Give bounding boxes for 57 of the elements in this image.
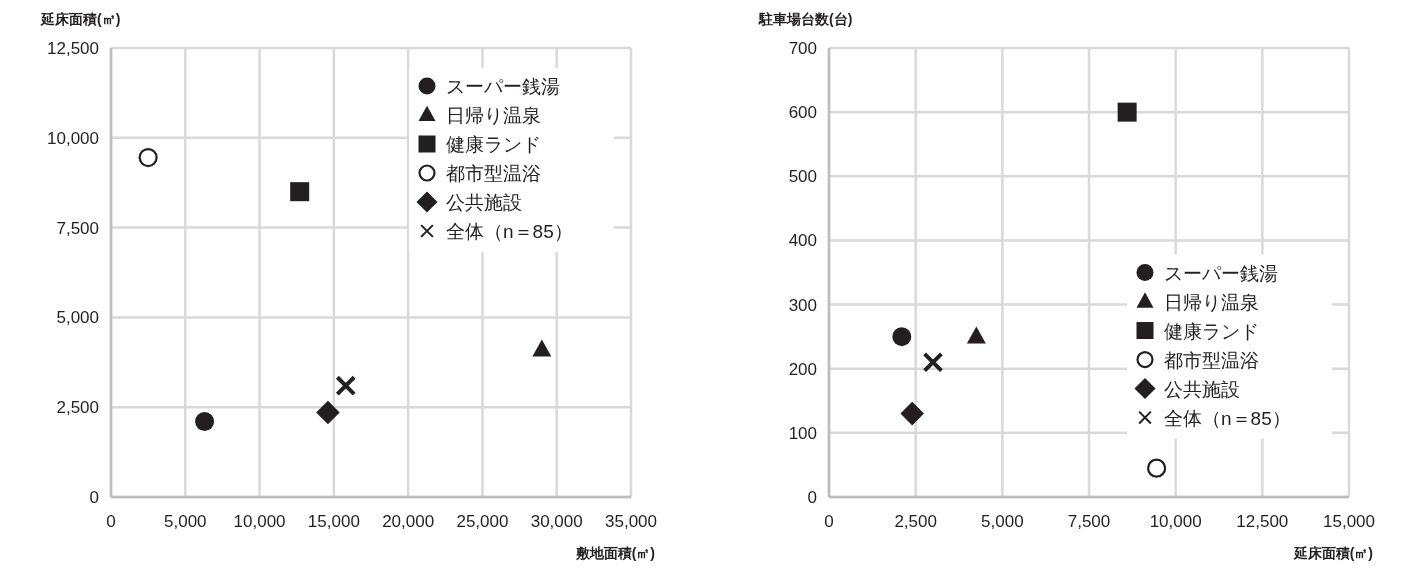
- x-tick-label: 5,000: [981, 512, 1024, 531]
- x-tick-label: 5,000: [164, 512, 207, 531]
- point: [290, 182, 310, 202]
- point: [335, 375, 357, 397]
- legend-label: 健康ランド: [1164, 320, 1259, 342]
- y-axis-title: 駐車場台数(台): [758, 11, 853, 27]
- x-tick-label: 12,500: [1236, 512, 1289, 531]
- point: [966, 326, 986, 344]
- y-tick-label: 100: [788, 423, 817, 443]
- y-tick-label: 0: [807, 488, 817, 507]
- y-tick-label: 600: [788, 103, 817, 123]
- x-tick-label: 2,500: [894, 512, 937, 531]
- legend-label: 都市型温浴: [446, 163, 541, 184]
- y-tick-label: 200: [788, 359, 817, 379]
- point: [922, 351, 944, 373]
- x-tick-label: 0: [106, 512, 116, 531]
- x-tick-label: 15,000: [1323, 512, 1375, 531]
- x-axis-title: 敷地面積(㎡): [574, 545, 655, 561]
- legend-label: スーパー銭湯: [1164, 262, 1278, 284]
- y-axis-title: 延床面積(㎡): [40, 11, 121, 27]
- y-tick-label: 400: [788, 231, 817, 251]
- legend-label: 全体（n＝85）: [446, 221, 573, 242]
- point: [1117, 102, 1137, 122]
- point: [195, 412, 215, 432]
- y-tick-label: 10,000: [47, 128, 99, 148]
- point: [138, 147, 158, 168]
- x-tick-label: 10,000: [233, 512, 286, 531]
- point: [532, 339, 552, 357]
- legend-label: 日帰り温泉: [446, 105, 541, 126]
- point: [1147, 458, 1167, 478]
- x-tick-label: 15,000: [307, 512, 360, 531]
- x-tick-label: 7,500: [1067, 512, 1111, 531]
- y-tick-label: 0: [89, 488, 99, 507]
- point: [892, 327, 912, 347]
- x-axis-title: 延床面積(㎡): [1292, 545, 1373, 561]
- x-tick-label: 35,000: [605, 512, 657, 531]
- legend-label: 公共施設: [446, 192, 522, 213]
- x-tick-label: 10,000: [1149, 512, 1202, 531]
- point: [316, 400, 340, 425]
- point: [900, 401, 924, 426]
- y-tick-label: 500: [788, 167, 817, 187]
- x-tick-label: 0: [824, 512, 834, 531]
- legend-label: スーパー銭湯: [446, 76, 560, 97]
- y-tick-label: 12,500: [47, 39, 99, 58]
- x-tick-label: 25,000: [456, 512, 509, 531]
- legend-label: 公共施設: [1164, 378, 1240, 400]
- y-tick-label: 7,500: [56, 218, 99, 238]
- y-tick-label: 5,000: [56, 308, 99, 328]
- legend-label: 日帰り温泉: [1164, 291, 1259, 313]
- x-tick-label: 20,000: [382, 512, 435, 531]
- legend-label: 全体（n＝85）: [1164, 407, 1291, 429]
- y-tick-label: 700: [788, 39, 817, 58]
- y-tick-label: 2,500: [56, 398, 99, 418]
- y-tick-label: 300: [788, 295, 817, 315]
- x-tick-label: 30,000: [530, 512, 583, 531]
- legend-label: 都市型温浴: [1164, 349, 1259, 371]
- legend-label: 健康ランド: [446, 134, 541, 155]
